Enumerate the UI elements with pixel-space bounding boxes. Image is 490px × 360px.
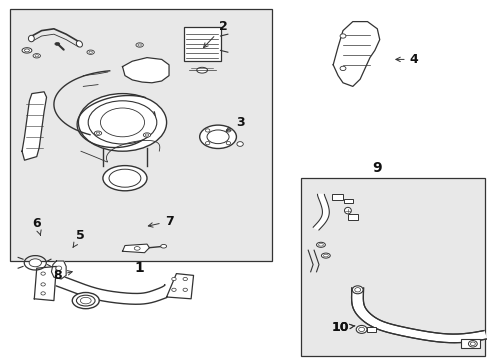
Ellipse shape: [318, 243, 323, 246]
Polygon shape: [22, 92, 47, 160]
Bar: [301, 178, 485, 356]
Ellipse shape: [41, 283, 46, 286]
Ellipse shape: [317, 242, 325, 247]
Polygon shape: [351, 288, 486, 343]
Ellipse shape: [226, 141, 231, 145]
Bar: [461, 339, 480, 348]
Ellipse shape: [103, 166, 147, 191]
Ellipse shape: [172, 288, 176, 292]
Polygon shape: [77, 95, 155, 148]
Ellipse shape: [76, 295, 95, 306]
Text: 7: 7: [148, 215, 173, 228]
Ellipse shape: [196, 67, 207, 73]
Ellipse shape: [100, 108, 145, 137]
Ellipse shape: [88, 101, 157, 144]
Ellipse shape: [172, 277, 176, 281]
Ellipse shape: [344, 207, 351, 214]
Ellipse shape: [29, 259, 41, 267]
Ellipse shape: [35, 55, 38, 57]
Polygon shape: [34, 266, 56, 301]
Bar: [10, 9, 272, 261]
Ellipse shape: [340, 66, 346, 71]
Ellipse shape: [356, 325, 367, 333]
Ellipse shape: [33, 54, 40, 58]
Ellipse shape: [340, 34, 346, 38]
Ellipse shape: [56, 266, 62, 270]
Ellipse shape: [226, 129, 231, 132]
Ellipse shape: [41, 272, 46, 275]
Ellipse shape: [87, 50, 94, 54]
Text: 4: 4: [396, 53, 418, 66]
Ellipse shape: [136, 43, 143, 47]
Text: 1: 1: [135, 261, 145, 275]
Ellipse shape: [94, 131, 102, 135]
Bar: [348, 214, 358, 220]
Ellipse shape: [134, 247, 140, 250]
Ellipse shape: [161, 244, 167, 248]
Bar: [344, 199, 353, 203]
Polygon shape: [51, 261, 66, 279]
Ellipse shape: [28, 35, 34, 42]
Ellipse shape: [359, 327, 365, 332]
Ellipse shape: [468, 341, 477, 347]
Text: 8: 8: [53, 269, 72, 282]
Ellipse shape: [138, 44, 141, 46]
Ellipse shape: [470, 342, 475, 346]
Polygon shape: [313, 194, 329, 230]
Ellipse shape: [41, 292, 46, 295]
Text: 10: 10: [332, 321, 355, 334]
Text: 9: 9: [372, 161, 382, 175]
Bar: [332, 194, 343, 200]
Text: 2: 2: [203, 21, 227, 48]
Bar: [184, 27, 220, 61]
Text: 3: 3: [226, 116, 245, 131]
Ellipse shape: [205, 129, 210, 132]
Polygon shape: [122, 244, 149, 253]
Ellipse shape: [145, 134, 149, 136]
Ellipse shape: [24, 49, 29, 52]
Ellipse shape: [355, 288, 361, 292]
Text: 10: 10: [332, 321, 355, 334]
Polygon shape: [45, 273, 180, 304]
Polygon shape: [167, 274, 194, 299]
Ellipse shape: [183, 288, 188, 292]
Bar: [367, 327, 376, 332]
Ellipse shape: [73, 292, 99, 309]
Ellipse shape: [76, 41, 82, 47]
Ellipse shape: [55, 42, 60, 45]
Ellipse shape: [80, 297, 91, 304]
Ellipse shape: [321, 253, 330, 258]
Ellipse shape: [200, 125, 237, 148]
Ellipse shape: [89, 51, 92, 53]
Ellipse shape: [323, 254, 328, 257]
Text: 5: 5: [73, 229, 85, 247]
Text: 6: 6: [32, 217, 41, 235]
Ellipse shape: [352, 286, 363, 294]
Ellipse shape: [143, 133, 151, 137]
Ellipse shape: [78, 94, 167, 151]
Ellipse shape: [207, 130, 229, 144]
Ellipse shape: [183, 277, 188, 281]
Ellipse shape: [109, 169, 141, 187]
Ellipse shape: [237, 141, 244, 146]
Ellipse shape: [22, 48, 32, 53]
Ellipse shape: [205, 141, 210, 145]
Ellipse shape: [96, 132, 100, 134]
Polygon shape: [333, 22, 380, 86]
Polygon shape: [122, 58, 169, 83]
